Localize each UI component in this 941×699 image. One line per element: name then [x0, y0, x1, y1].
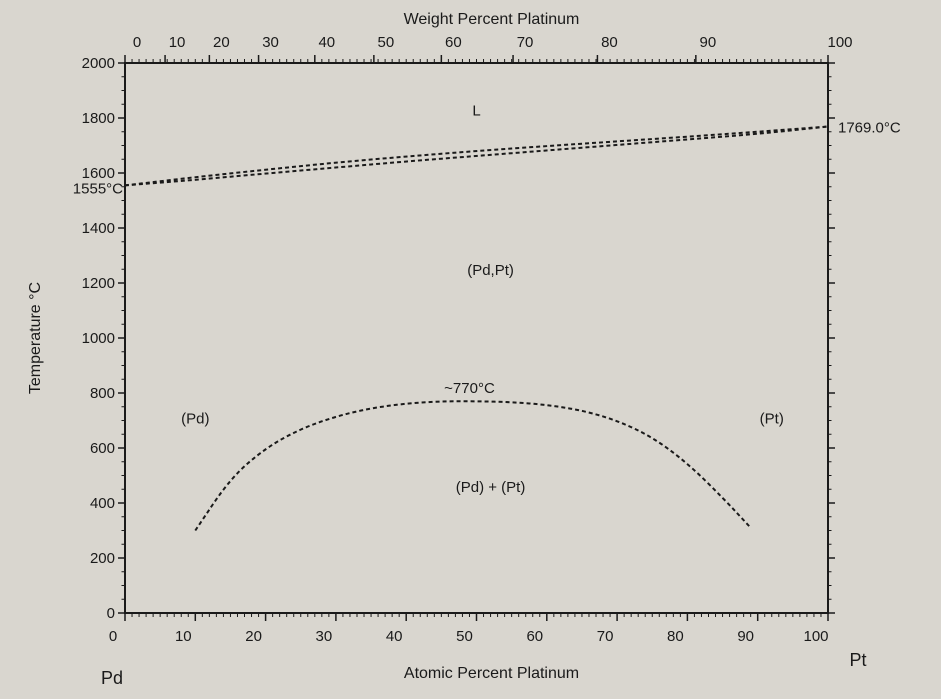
y-tick-label-0: 0 — [107, 605, 115, 622]
x-tick-label-4: 40 — [386, 628, 403, 645]
x2-tick-label-9: 90 — [699, 34, 716, 51]
y-tick-label-10: 2000 — [82, 55, 115, 72]
x-tick-label-0: 0 — [109, 628, 117, 645]
y-tick-label-7: 1400 — [82, 220, 115, 237]
y-axis-title: Temperature °C — [27, 282, 44, 394]
pt-end-label: Pt — [849, 650, 866, 670]
x2-tick-label-7: 70 — [517, 34, 534, 51]
x-tick-label-3: 30 — [316, 628, 333, 645]
y-tick-label-2: 400 — [90, 495, 115, 512]
x2-tick-label-1: 10 — [169, 34, 186, 51]
pt-melting-point-label: 1769.0°C — [838, 120, 901, 137]
x2-tick-label-6: 60 — [445, 34, 462, 51]
series-line-0 — [124, 125, 829, 187]
bottom-axis-title: Atomic Percent Platinum — [404, 665, 579, 682]
annotation-5: (Pd) + (Pt) — [456, 479, 526, 496]
x-tick-label-5: 50 — [456, 628, 473, 645]
annotation-3: (Pd) — [181, 410, 209, 427]
x-tick-label-8: 80 — [667, 628, 684, 645]
x-tick-label-7: 70 — [597, 628, 614, 645]
annotation-4: (Pt) — [760, 410, 784, 427]
x-tick-label-1: 10 — [175, 628, 192, 645]
x2-tick-label-8: 80 — [601, 34, 618, 51]
annotation-1: (Pd,Pt) — [467, 262, 514, 279]
x-tick-label-6: 60 — [526, 628, 543, 645]
series-line-2 — [194, 400, 752, 532]
top-axis-title: Weight Percent Platinum — [404, 11, 580, 28]
x2-tick-label-2: 20 — [213, 34, 230, 51]
y-tick-label-9: 1800 — [82, 110, 115, 127]
y-tick-label-6: 1200 — [82, 275, 115, 292]
annotation-2: ~770°C — [444, 380, 495, 397]
x2-tick-label-3: 30 — [262, 34, 279, 51]
x2-tick-label-5: 50 — [378, 34, 395, 51]
y-tick-label-5: 1000 — [82, 330, 115, 347]
y-tick-label-1: 200 — [90, 550, 115, 567]
y-tick-label-3: 600 — [90, 440, 115, 457]
x2-tick-label-10: 100 — [827, 34, 852, 51]
x-tick-label-10: 100 — [803, 628, 828, 645]
pd-end-label: Pd — [101, 668, 123, 688]
y-tick-label-8: 1600 — [82, 165, 115, 182]
series-line-1 — [124, 125, 829, 187]
x-tick-label-9: 90 — [737, 628, 754, 645]
x-tick-label-2: 20 — [245, 628, 262, 645]
y-tick-label-4: 800 — [90, 385, 115, 402]
pd-melting-point-label: 1555°C — [73, 180, 123, 197]
x2-tick-label-0: 0 — [133, 34, 141, 51]
x2-tick-label-4: 40 — [318, 34, 335, 51]
annotation-0: L — [472, 102, 480, 119]
